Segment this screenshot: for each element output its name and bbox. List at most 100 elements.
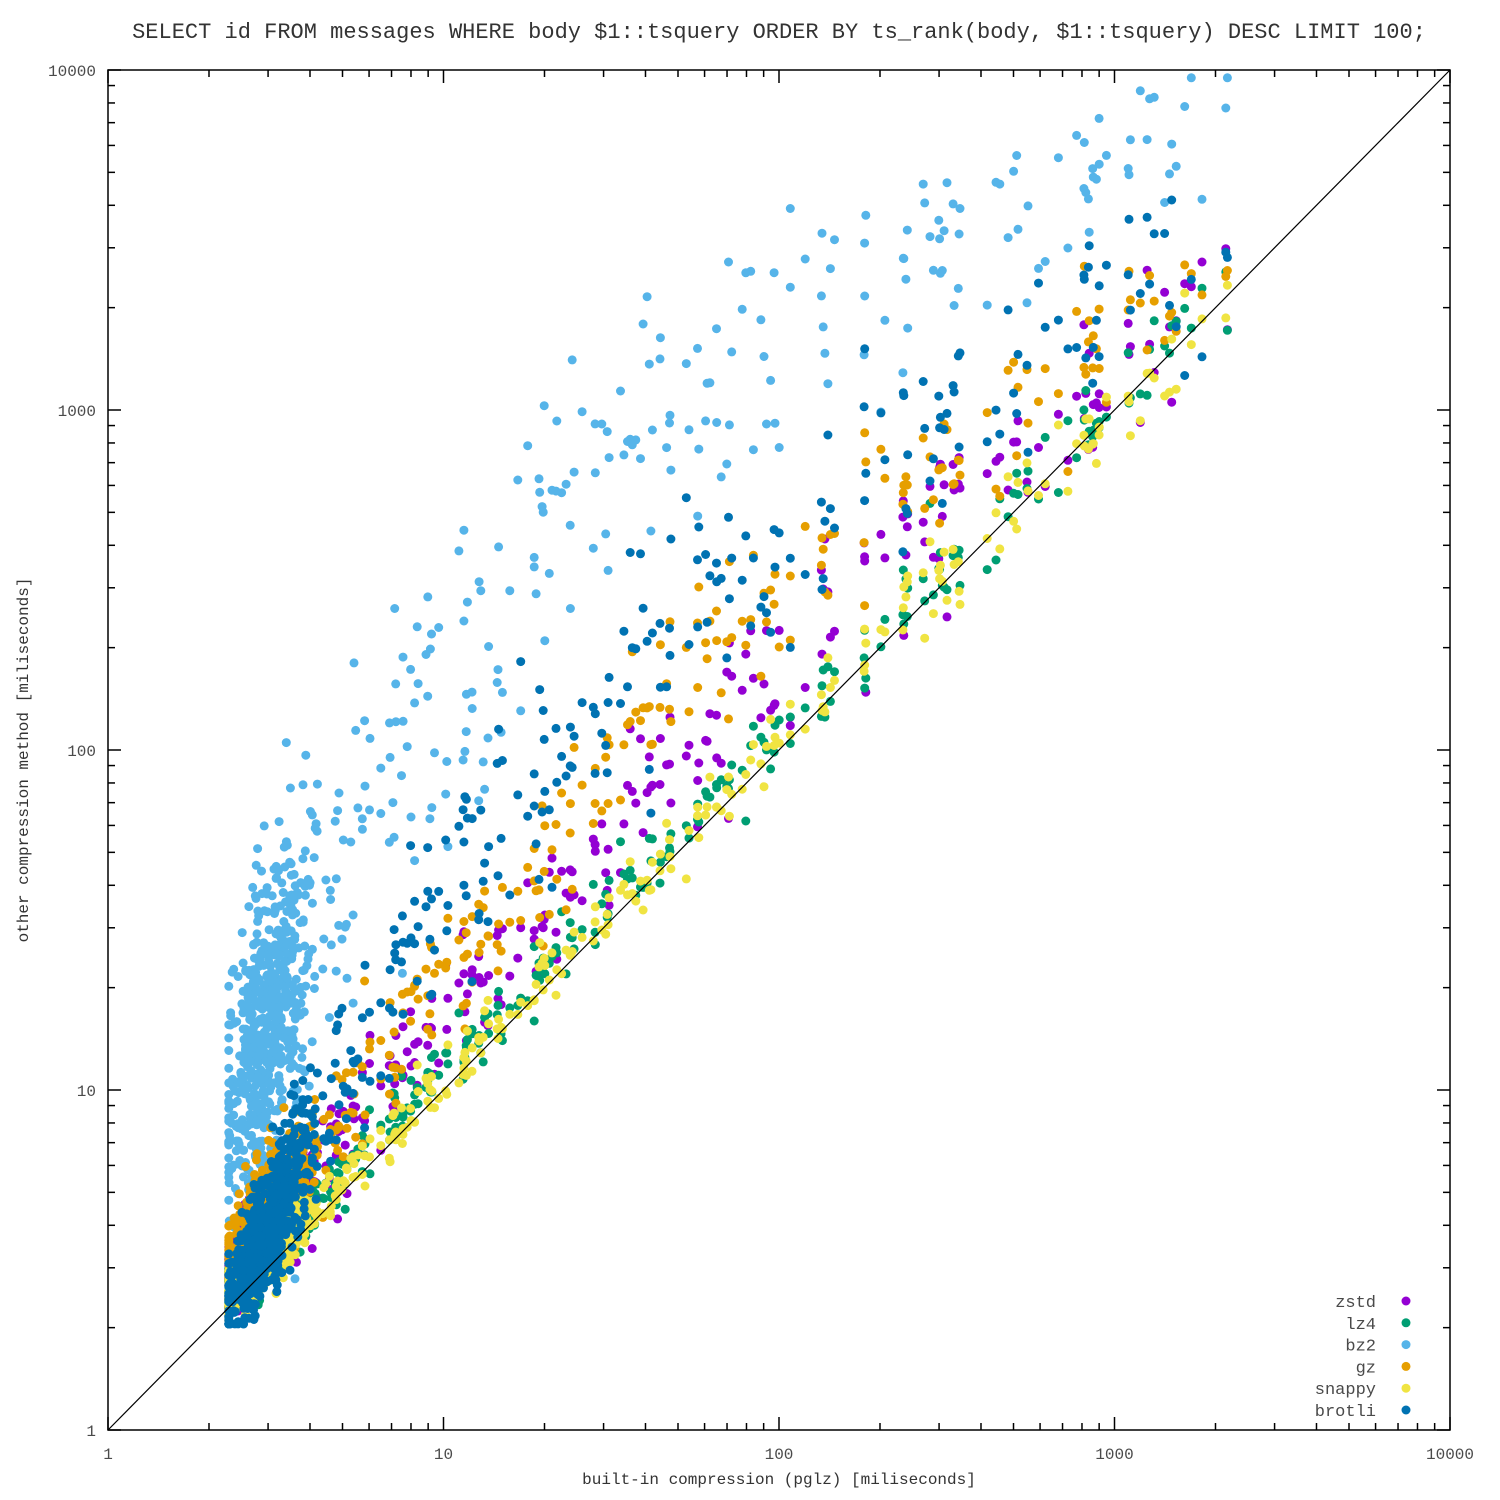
data-point — [434, 959, 444, 969]
data-point — [269, 1002, 279, 1012]
data-point — [1180, 288, 1190, 298]
data-point — [860, 238, 870, 248]
data-point — [601, 529, 611, 539]
data-point — [1072, 306, 1082, 316]
x-tick-label: 10000 — [1426, 1446, 1474, 1464]
data-point — [920, 633, 930, 643]
data-point — [724, 714, 733, 724]
data-point — [636, 876, 645, 886]
data-point — [311, 819, 321, 829]
data-point — [1180, 371, 1190, 380]
data-point — [423, 691, 433, 701]
data-point — [474, 796, 484, 806]
data-point — [281, 837, 291, 847]
data-point — [1003, 365, 1013, 375]
data-point — [259, 906, 269, 916]
data-point — [238, 958, 248, 968]
data-point — [256, 1075, 266, 1084]
data-point — [402, 987, 412, 997]
data-point — [397, 911, 407, 921]
data-point — [513, 475, 523, 485]
data-point — [257, 1165, 267, 1175]
data-point — [577, 407, 587, 417]
data-point — [861, 468, 871, 478]
data-point — [644, 752, 654, 762]
data-point — [898, 488, 908, 498]
data-point — [342, 1123, 352, 1133]
data-point — [1003, 472, 1013, 482]
data-point — [766, 375, 776, 385]
data-point — [590, 419, 600, 429]
data-point — [644, 359, 654, 369]
data-point — [818, 702, 828, 712]
data-point — [953, 283, 963, 293]
data-point — [774, 528, 784, 538]
data-point — [759, 352, 769, 361]
data-point — [774, 443, 784, 452]
data-point — [588, 819, 598, 828]
data-point — [1088, 342, 1098, 352]
data-point — [538, 985, 548, 995]
data-point — [255, 1038, 265, 1048]
data-point — [741, 640, 751, 650]
data-point — [224, 1063, 234, 1073]
data-point — [569, 731, 579, 741]
data-point — [816, 690, 826, 700]
data-point — [701, 416, 711, 426]
data-point — [547, 845, 557, 855]
data-point — [252, 1116, 262, 1126]
data-point — [224, 1173, 234, 1182]
data-point — [925, 537, 935, 547]
data-point — [623, 780, 632, 790]
data-point — [385, 752, 395, 762]
data-point — [252, 1149, 262, 1159]
data-point — [619, 819, 629, 829]
data-point — [397, 968, 407, 978]
data-point — [338, 835, 348, 845]
data-point — [478, 1057, 488, 1067]
data-point — [1180, 102, 1190, 111]
data-point — [684, 425, 694, 435]
data-point — [427, 803, 437, 813]
data-point — [1221, 103, 1231, 113]
data-point — [298, 854, 308, 864]
data-point — [561, 905, 571, 915]
data-point — [759, 679, 769, 689]
data-point — [939, 226, 949, 236]
data-point — [505, 917, 515, 927]
data-point — [597, 728, 607, 738]
data-point — [1079, 362, 1089, 372]
data-point — [898, 603, 908, 613]
data-point — [756, 732, 766, 742]
data-point — [301, 750, 311, 760]
data-point — [727, 789, 737, 799]
data-point — [264, 1135, 274, 1145]
data-point — [410, 1039, 420, 1049]
data-point — [601, 868, 611, 878]
data-point — [1081, 188, 1091, 197]
data-point — [476, 978, 486, 988]
data-point — [724, 512, 733, 522]
data-point — [785, 739, 795, 748]
data-point — [406, 1075, 416, 1085]
data-point — [1013, 477, 1023, 487]
data-point — [569, 927, 579, 937]
data-point — [492, 940, 502, 950]
data-point — [282, 990, 291, 1000]
data-point — [246, 1004, 256, 1014]
data-point — [1171, 384, 1181, 394]
data-point — [540, 821, 550, 831]
data-point — [410, 939, 420, 949]
data-point — [331, 874, 341, 884]
data-point — [326, 895, 336, 904]
data-point — [1167, 397, 1177, 407]
data-point — [1094, 352, 1104, 362]
data-point — [459, 616, 469, 626]
data-point — [412, 976, 422, 986]
data-point — [860, 428, 870, 438]
data-point — [1165, 300, 1174, 310]
data-point — [1088, 378, 1098, 388]
data-point — [279, 1103, 289, 1113]
data-point — [655, 702, 665, 712]
data-point — [391, 717, 401, 727]
